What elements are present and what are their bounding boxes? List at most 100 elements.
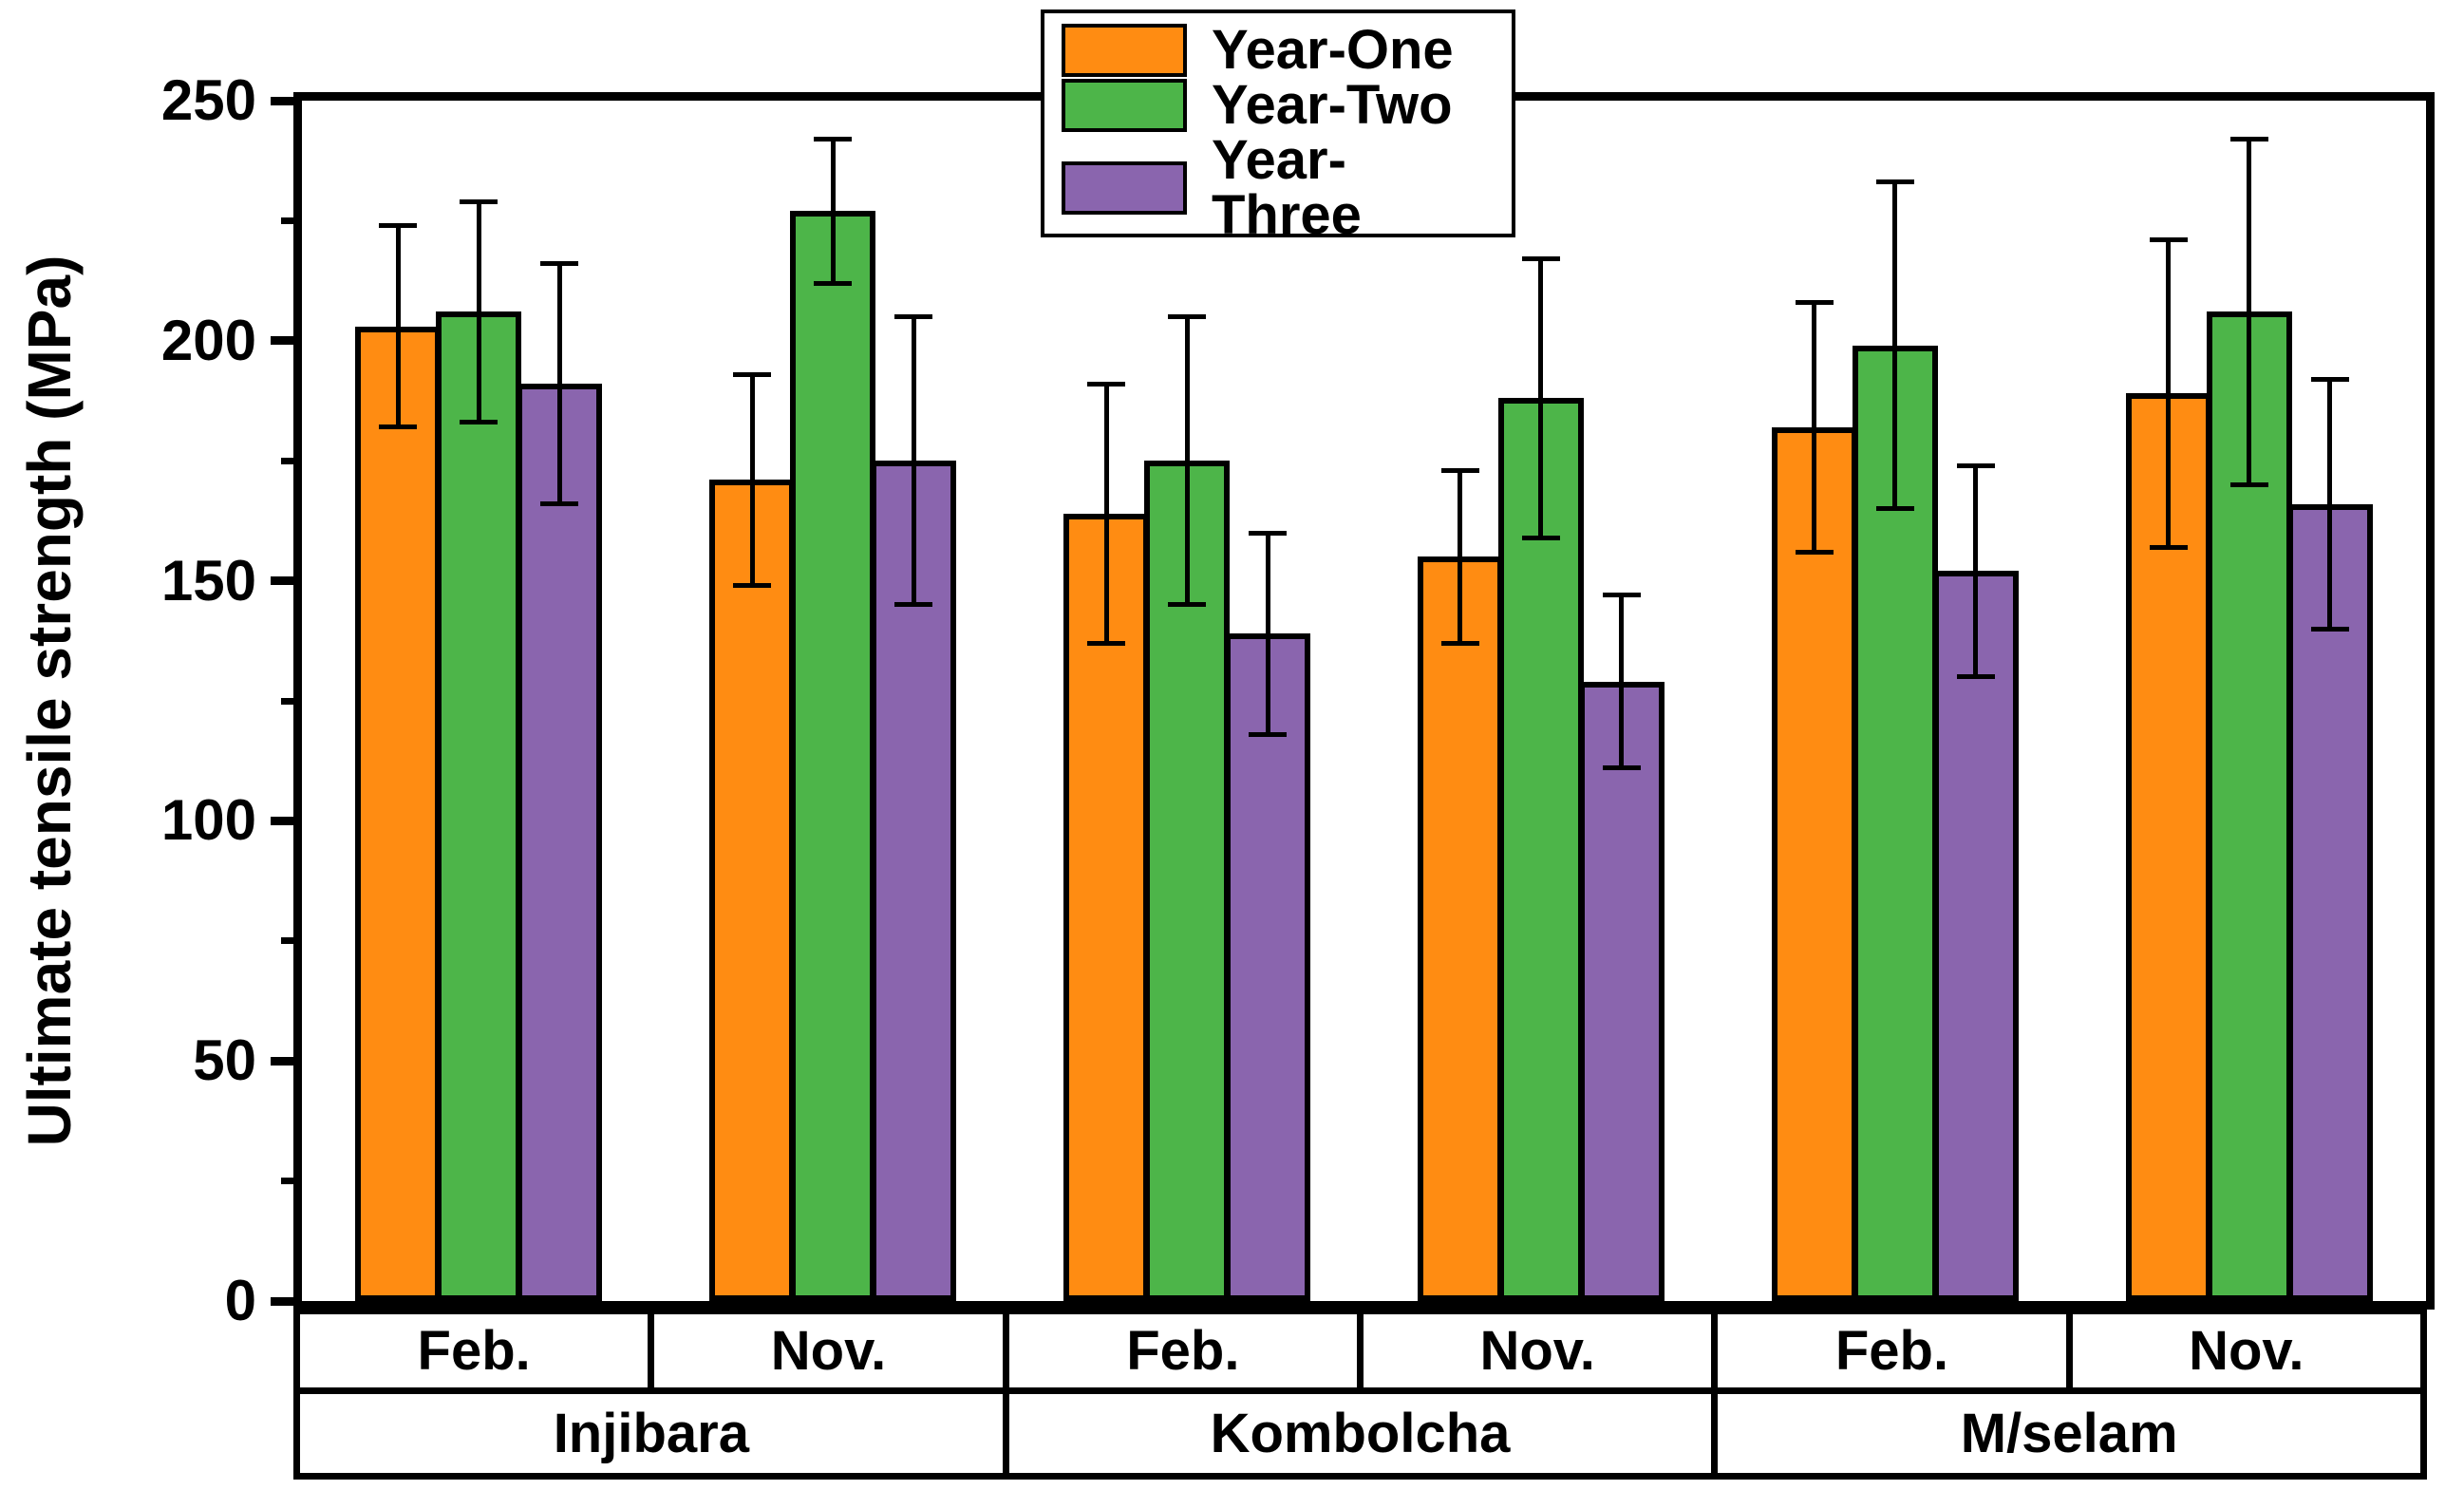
error-bar-year-three-feb-0: [556, 263, 562, 504]
error-cap-top-year-two-nov-3: [1521, 256, 1560, 262]
location-cell-kombolcha: Kombolcha: [1009, 1394, 1719, 1473]
legend-entry-year-one: Year-One: [1062, 23, 1495, 78]
error-cap-top-year-one-feb-2: [1087, 381, 1126, 387]
bar-year-two-feb-0: [436, 311, 522, 1301]
plot-area: [293, 92, 2435, 1310]
error-cap-bottom-year-two-feb-4: [1875, 506, 1914, 512]
bar-year-three-feb-2: [1225, 633, 1311, 1301]
legend-label: Year-Three: [1212, 129, 1362, 246]
y-tick-250: [271, 96, 293, 105]
month-cell-3: Nov.: [1364, 1314, 1719, 1387]
error-bar-year-three-feb-2: [1265, 533, 1270, 735]
error-cap-bottom-year-one-nov-5: [2149, 544, 2188, 550]
error-bar-year-two-nov-3: [1538, 258, 1544, 538]
y-tick-label-250: 250: [160, 68, 256, 132]
error-cap-bottom-year-two-feb-2: [1168, 602, 1207, 608]
error-cap-top-year-one-nov-3: [1440, 467, 1479, 473]
error-cap-top-year-three-feb-4: [1956, 462, 1995, 468]
error-cap-bottom-year-three-feb-0: [540, 501, 579, 507]
error-cap-bottom-year-three-nov-1: [894, 602, 933, 608]
legend-entry-year-two: Year-Two: [1062, 78, 1495, 133]
error-bar-year-three-nov-5: [2327, 379, 2333, 630]
bar-year-one-nov-1: [709, 480, 796, 1301]
error-cap-bottom-year-three-nov-5: [2310, 626, 2349, 632]
legend-label: Year-One: [1212, 19, 1454, 81]
month-cell-0: Feb.: [300, 1314, 655, 1387]
error-cap-bottom-year-one-feb-0: [379, 424, 418, 430]
y-minor-tick-75: [281, 937, 293, 945]
error-bar-year-one-nov-3: [1458, 470, 1463, 644]
error-cap-top-year-two-nov-1: [814, 136, 853, 141]
y-tick-label-100: 100: [160, 788, 256, 853]
month-cell-4: Feb.: [1718, 1314, 2073, 1387]
month-cell-2: Feb.: [1009, 1314, 1364, 1387]
error-cap-bottom-year-three-feb-2: [1249, 731, 1288, 737]
legend-swatch-year-three: [1062, 161, 1187, 215]
error-bar-year-one-feb-2: [1103, 384, 1109, 644]
error-cap-top-year-two-feb-4: [1875, 179, 1914, 185]
error-bar-year-one-nov-1: [749, 374, 755, 586]
error-bar-year-one-feb-0: [395, 225, 401, 427]
error-cap-top-year-three-nov-1: [894, 314, 933, 320]
error-cap-top-year-three-feb-2: [1249, 530, 1288, 536]
y-tick-150: [271, 576, 293, 586]
bar-year-one-nov-3: [1417, 556, 1503, 1301]
bar-year-three-nov-5: [2286, 503, 2373, 1301]
y-minor-tick-225: [281, 217, 293, 224]
error-bar-year-one-nov-5: [2166, 239, 2172, 548]
bar-year-three-feb-0: [517, 384, 603, 1301]
x-axis-table: Feb. Nov. Feb. Nov. Feb. Nov. Injibara Kombolc…: [293, 1308, 2427, 1480]
error-cap-top-year-three-feb-0: [540, 261, 579, 267]
bar-year-three-nov-3: [1578, 681, 1665, 1301]
bar-year-two-nov-1: [790, 211, 876, 1301]
y-tick-0: [271, 1296, 293, 1306]
y-tick-50: [271, 1056, 293, 1066]
y-tick-label-0: 0: [224, 1269, 256, 1332]
location-row: Injibara Kombolcha M/selam: [300, 1387, 2420, 1473]
error-cap-top-year-one-nov-1: [733, 371, 772, 377]
month-row: Feb. Nov. Feb. Nov. Feb. Nov.: [300, 1314, 2420, 1387]
y-minor-tick-25: [281, 1178, 293, 1185]
error-cap-bottom-year-one-nov-3: [1440, 640, 1479, 646]
error-cap-bottom-year-two-nov-5: [2229, 481, 2268, 487]
error-cap-bottom-year-three-nov-3: [1602, 765, 1641, 771]
y-tick-label-200: 200: [160, 308, 256, 372]
legend: Year-One Year-Two Year-Three: [1041, 9, 1515, 243]
error-bar-year-two-feb-4: [1892, 181, 1898, 509]
legend-entry-year-three: Year-Three: [1062, 133, 1495, 243]
error-cap-top-year-one-feb-4: [1795, 299, 1834, 305]
error-cap-bottom-year-two-nov-1: [814, 280, 853, 286]
error-bar-year-two-feb-0: [476, 201, 481, 423]
error-bar-year-two-nov-1: [830, 139, 836, 284]
month-cell-5: Nov.: [2189, 1320, 2304, 1382]
error-bar-year-three-feb-4: [1973, 465, 1979, 677]
error-cap-bottom-year-one-feb-2: [1087, 640, 1126, 646]
bar-year-one-feb-4: [1771, 426, 1857, 1301]
error-bar-year-one-feb-4: [1812, 302, 1817, 553]
bar-year-one-feb-0: [355, 326, 442, 1301]
legend-swatch-year-one: [1062, 24, 1187, 77]
y-minor-tick-125: [281, 697, 293, 705]
error-bar-year-two-nov-5: [2247, 139, 2252, 485]
error-cap-top-year-two-nov-5: [2229, 136, 2268, 141]
error-cap-top-year-two-feb-0: [460, 198, 498, 204]
legend-label: Year-Two: [1212, 74, 1453, 136]
y-axis-title: Ultimate tensile strength (MPa): [15, 255, 84, 1147]
error-cap-top-year-one-nov-5: [2149, 237, 2188, 243]
legend-swatch-year-two: [1062, 79, 1187, 132]
y-tick-label-50: 50: [193, 1028, 256, 1093]
month-cell-1: Nov.: [654, 1314, 1009, 1387]
error-cap-bottom-year-two-nov-3: [1521, 535, 1560, 540]
y-minor-tick-175: [281, 457, 293, 464]
error-cap-top-year-two-feb-2: [1168, 314, 1207, 320]
location-cell-injibara: Injibara: [300, 1394, 1009, 1473]
location-cell-m-selam: M/selam: [1960, 1403, 2178, 1464]
error-bar-year-two-feb-2: [1184, 316, 1190, 605]
error-cap-bottom-year-one-nov-1: [733, 583, 772, 589]
y-tick-100: [271, 816, 293, 825]
error-bar-year-three-nov-1: [911, 316, 916, 605]
error-cap-bottom-year-three-feb-4: [1956, 674, 1995, 680]
y-tick-label-150: 150: [160, 548, 256, 613]
y-tick-200: [271, 336, 293, 346]
